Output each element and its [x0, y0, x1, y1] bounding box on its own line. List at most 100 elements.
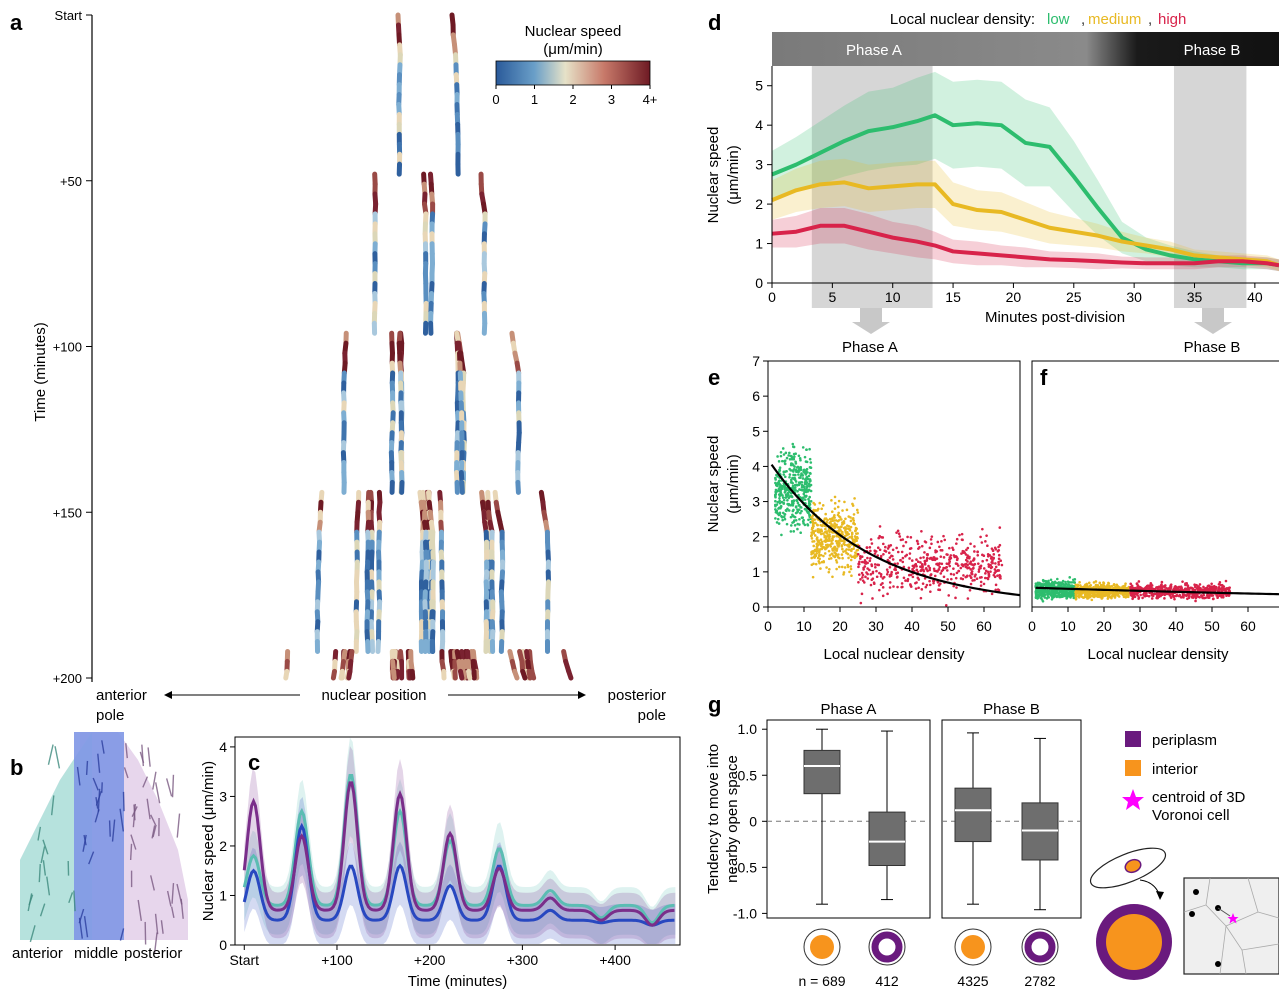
scatter-point-high	[982, 582, 986, 586]
scatter-point-medium	[851, 517, 855, 521]
scatter-point-medium	[1110, 596, 1113, 600]
scatter-point-low	[802, 468, 806, 472]
scatter-point-low	[789, 530, 793, 533]
scatter-point-medium	[825, 530, 828, 533]
scatter-point-medium	[833, 507, 837, 510]
g-group-title: Phase A	[821, 701, 877, 718]
scatter-point-low	[792, 530, 796, 533]
scatter-point-low	[795, 466, 799, 469]
scatter-xlabel: Local nuclear density	[1088, 646, 1229, 663]
scatter-point-low	[782, 515, 786, 519]
tree-branch	[142, 776, 149, 788]
scatter-point-high	[881, 586, 885, 589]
scatter-point-high	[979, 535, 982, 539]
d-ytick-label: 4	[755, 117, 763, 133]
embryo-schematic	[1089, 847, 1172, 980]
scatter-point-low	[782, 473, 786, 476]
colorbar-tick-label: 3	[608, 92, 615, 107]
scatter-point-high	[952, 573, 956, 576]
scatter-point-medium	[818, 550, 821, 553]
scatter-point-low	[799, 458, 802, 462]
scatter-point-low	[807, 474, 811, 478]
scatter-point-medium	[852, 547, 855, 550]
scatter-point-medium	[838, 556, 841, 560]
scatter-point-low	[1056, 577, 1059, 581]
scatter-point-high	[959, 566, 963, 570]
e-ylabel-2: (μm/min)	[725, 454, 742, 513]
scatter-point-low	[797, 483, 801, 487]
scatter-point-high	[968, 562, 972, 565]
scatter-point-high	[997, 562, 1001, 566]
scatter-point-high	[901, 538, 905, 541]
scatter-point-low	[792, 501, 795, 505]
panel-c-frame	[234, 736, 681, 946]
scatter-point-high	[915, 581, 918, 584]
scatter-point-high	[1169, 583, 1173, 586]
scatter-point-high	[857, 565, 860, 569]
scatter-point-high	[1137, 580, 1141, 583]
scatter-point-low	[801, 477, 805, 480]
nucleus-trajectory	[466, 668, 473, 681]
scatter-point-high	[907, 566, 911, 570]
scatter-point-medium	[845, 551, 848, 555]
legend-medium: medium	[1088, 11, 1141, 28]
scatter-point-high	[1155, 586, 1158, 589]
scatter-point-high	[936, 581, 940, 584]
a-ytick-label: +200	[53, 671, 82, 686]
scatter-point-high	[896, 529, 900, 533]
arrow-right-head	[578, 691, 586, 699]
scatter-point-high	[954, 576, 958, 580]
tree-branch	[165, 778, 173, 797]
scatter-point-medium	[844, 549, 847, 553]
d-xtick-label: 5	[828, 289, 836, 305]
scatter-point-low	[798, 517, 801, 521]
nucleus-trajectory	[529, 668, 537, 681]
scatter-point-medium	[812, 508, 816, 512]
scatter-point-high	[959, 577, 963, 580]
scatter-point-high	[1185, 587, 1189, 591]
scatter-point-medium	[821, 542, 824, 546]
scatter-point-low	[1041, 599, 1045, 603]
legend-low: low	[1047, 11, 1070, 28]
scatter-point-low	[778, 466, 782, 470]
scatter-point-high	[989, 563, 992, 567]
scatter-point-high	[902, 544, 905, 548]
nucleus-trajectory	[520, 668, 528, 681]
scatter-point-medium	[1076, 583, 1080, 587]
scatter-point-medium	[828, 533, 831, 536]
phase-bar	[772, 32, 1279, 66]
scatter-point-high	[909, 536, 913, 539]
scatter-point-medium	[844, 529, 847, 532]
scatter-point-medium	[846, 563, 850, 567]
position-axis: anterior pole posterior pole nuclear pos…	[96, 687, 666, 724]
scatter-point-low	[809, 472, 812, 475]
d-xtick-label: 35	[1187, 289, 1203, 305]
scatter-point-low	[787, 503, 791, 507]
scatter-point-low	[1043, 583, 1047, 587]
scatter-point-medium	[837, 511, 840, 515]
scatter-point-high	[910, 559, 914, 562]
scatter-point-low	[798, 457, 802, 460]
scatter-xtick-label: 10	[1060, 618, 1076, 634]
scatter-point-high	[1173, 597, 1176, 601]
scatter-point-medium	[847, 527, 851, 531]
tree-branch	[137, 899, 143, 921]
nucleus-trajectory	[566, 668, 574, 681]
scatter-point-high	[872, 581, 876, 585]
tree-branch	[152, 824, 157, 838]
scatter-point-low	[807, 500, 811, 503]
scatter-point-medium	[1074, 590, 1077, 594]
scatter-point-high	[875, 575, 879, 579]
a-ytick-label: +50	[60, 174, 82, 189]
scatter-point-medium	[816, 547, 819, 550]
scatter-point-medium	[835, 553, 839, 557]
scatter-point-high	[866, 556, 869, 560]
scatter-point-high	[930, 535, 934, 538]
scatter-point-high	[895, 546, 898, 550]
scatter-point-low	[797, 504, 801, 507]
scatter-point-high	[860, 560, 864, 564]
tree-branch	[170, 906, 175, 919]
scatter-point-medium	[828, 530, 831, 534]
scatter-point-high	[1150, 584, 1154, 587]
scatter-point-high	[945, 553, 948, 556]
